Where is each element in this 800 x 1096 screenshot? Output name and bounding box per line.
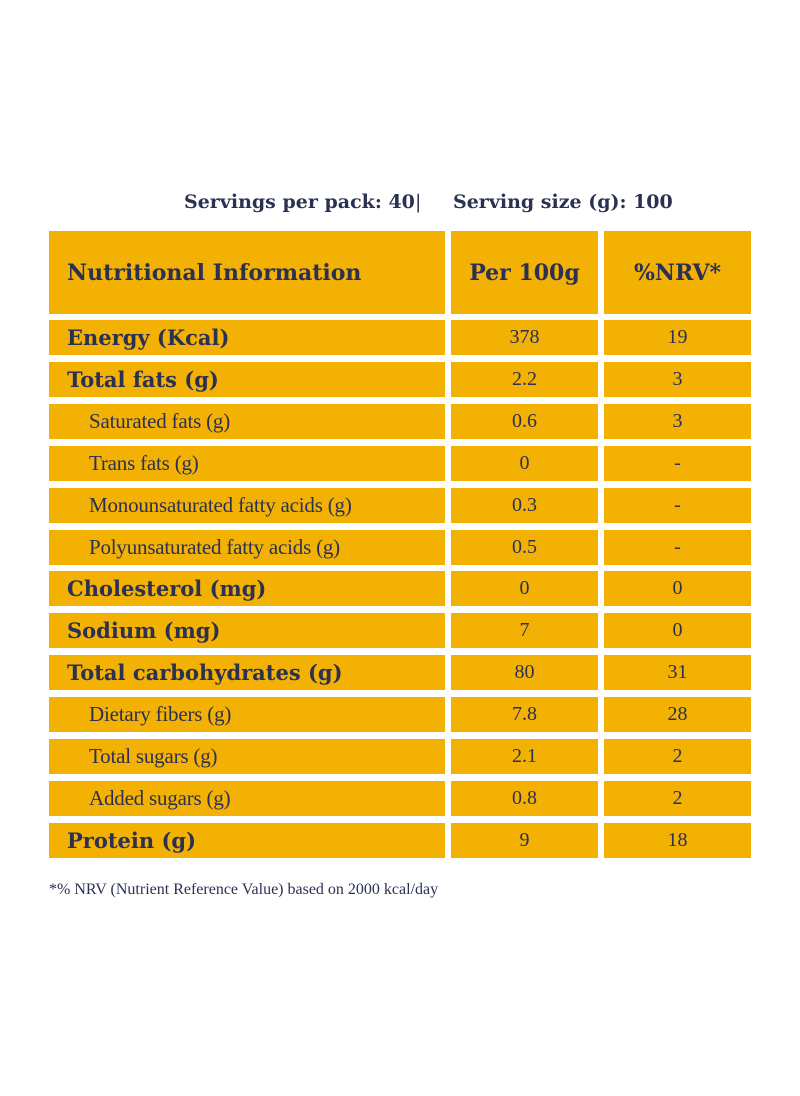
row-label: Polyunsaturated fatty acids (g) [49, 530, 445, 565]
row-nrv-value: 3 [604, 362, 751, 397]
row-label: Monounsaturated fatty acids (g) [49, 488, 445, 523]
row-per-100g-value: 0.8 [451, 781, 598, 816]
row-per-100g-value: 0.5 [451, 530, 598, 565]
row-nrv-value: 3 [604, 404, 751, 439]
row-per-100g-value: 2.1 [451, 739, 598, 774]
serving-separator: | [415, 191, 422, 213]
row-label: Total fats (g) [49, 362, 445, 397]
row-per-100g-value: 378 [451, 320, 598, 355]
row-label: Total carbohydrates (g) [49, 655, 445, 690]
row-per-100g-value: 7 [451, 613, 598, 648]
row-nrv-value: 0 [604, 613, 751, 648]
row-label: Cholesterol (mg) [49, 571, 445, 606]
row-nrv-value: - [604, 446, 751, 481]
header-nutritional-information: Nutritional Information [49, 231, 445, 314]
header-nrv: %NRV* [604, 231, 751, 314]
row-label: Saturated fats (g) [49, 404, 445, 439]
row-per-100g-value: 0.3 [451, 488, 598, 523]
row-per-100g-value: 7.8 [451, 697, 598, 732]
row-label: Dietary fibers (g) [49, 697, 445, 732]
row-nrv-value: 28 [604, 697, 751, 732]
row-label: Added sugars (g) [49, 781, 445, 816]
row-per-100g-value: 0 [451, 446, 598, 481]
serving-size: Serving size (g): 100 [453, 191, 673, 213]
row-per-100g-value: 9 [451, 823, 598, 858]
row-label: Protein (g) [49, 823, 445, 858]
header-per-100g: Per 100g [451, 231, 598, 314]
row-nrv-value: 2 [604, 781, 751, 816]
row-label: Sodium (mg) [49, 613, 445, 648]
row-label: Trans fats (g) [49, 446, 445, 481]
row-per-100g-value: 2.2 [451, 362, 598, 397]
row-nrv-value: - [604, 488, 751, 523]
row-per-100g-value: 0.6 [451, 404, 598, 439]
row-nrv-value: 0 [604, 571, 751, 606]
row-nrv-value: 18 [604, 823, 751, 858]
footnote: *% NRV (Nutrient Reference Value) based … [49, 881, 439, 898]
row-nrv-value: 2 [604, 739, 751, 774]
row-nrv-value: - [604, 530, 751, 565]
servings-per-pack: Servings per pack: 40 [184, 191, 415, 213]
row-label: Total sugars (g) [49, 739, 445, 774]
serving-info: Servings per pack: 40 | Serving size (g)… [0, 191, 800, 219]
row-nrv-value: 19 [604, 320, 751, 355]
row-label: Energy (Kcal) [49, 320, 445, 355]
row-per-100g-value: 80 [451, 655, 598, 690]
row-nrv-value: 31 [604, 655, 751, 690]
row-per-100g-value: 0 [451, 571, 598, 606]
